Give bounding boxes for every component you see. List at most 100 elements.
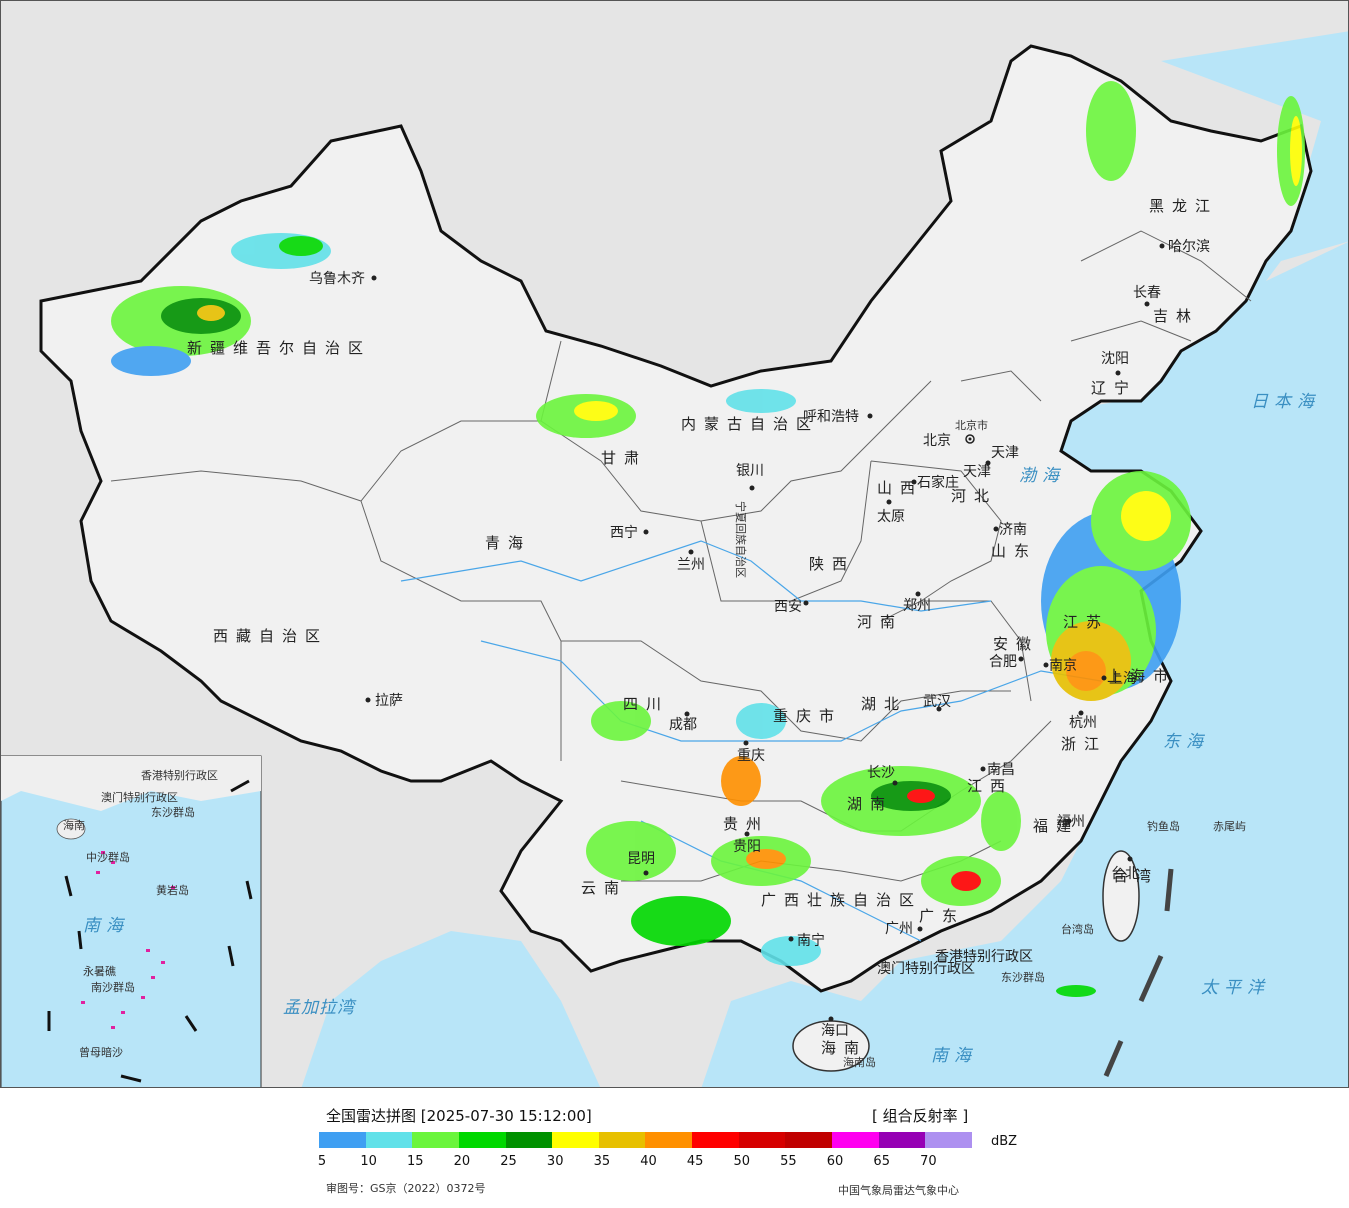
scale-tick-label: 20	[453, 1154, 471, 1169]
province-label-heilongjiang: 黑龙江	[1149, 197, 1218, 215]
scale-tick-label: 30	[546, 1154, 564, 1169]
province-label-liaoning: 辽宁	[1091, 379, 1137, 397]
province-label-qinghai: 青海	[485, 534, 531, 552]
province-label-shanxi: 山西	[877, 479, 923, 497]
sea-label-bengal: 孟加拉湾	[283, 998, 357, 1018]
city-wuhan: 武汉	[923, 694, 951, 710]
color-swatch	[319, 1132, 366, 1148]
province-label-henan: 河南	[857, 613, 903, 631]
city-xian: 西安	[774, 599, 802, 615]
color-swatch	[878, 1132, 926, 1148]
scale-tick-label: 10	[360, 1154, 377, 1169]
city-lhasa: 拉萨	[375, 693, 403, 709]
province-label-tianjin: 天津	[991, 445, 1019, 461]
province-label-hainan: 海南	[821, 1039, 867, 1057]
province-label-jiangsu: 江苏	[1063, 613, 1109, 631]
data-source: 中国气象局雷达气象中心	[838, 1184, 959, 1197]
province-label-macau: 澳门特别行政区	[877, 961, 975, 977]
legend-title: 全国雷达拼图 [2025-07-30 15:12:00]	[326, 1107, 592, 1125]
maritime-boundary-lines	[1103, 868, 1174, 1077]
city-guangzhou: 广州	[885, 921, 913, 937]
city-chongqing: 重庆	[737, 748, 765, 764]
inset-macau-label: 澳门特别行政区	[101, 790, 178, 804]
city-fuzhou: 福州	[1057, 814, 1085, 830]
province-label-zhejiang: 浙江	[1061, 735, 1107, 753]
scale-tick-label: 25	[500, 1154, 517, 1169]
map-approval-number: 审图号：GS京（2022）0372号	[326, 1182, 486, 1195]
legend-unit: dBZ	[991, 1134, 1018, 1149]
province-label-guizhou: 贵州	[723, 815, 769, 833]
province-label-hubei: 湖北	[861, 695, 907, 713]
province-label-xizang: 西藏自治区	[213, 627, 328, 645]
province-label-anhui: 安徽	[993, 635, 1039, 653]
sea-label-pacific: 太平洋	[1201, 978, 1270, 998]
scale-tick-label: 5	[317, 1154, 327, 1169]
sea-labels: 日本海 渤海 东海 太平洋 南海 孟加拉湾	[283, 392, 1320, 1066]
province-label-shanghai: 上海市	[1107, 667, 1176, 685]
city-hohhot: 呼和浩特	[803, 409, 859, 425]
city-nanchang: 南昌	[987, 762, 1015, 778]
province-label-fujian: 福建	[1033, 817, 1079, 835]
city-urumqi: 乌鲁木齐	[309, 271, 365, 287]
city-xining: 西宁	[610, 524, 638, 541]
south-china-sea-inset: 海南 南海 香港特别行政区 澳门特别行政区 东沙群岛 中沙群岛 黄岩岛 南沙群岛…	[1, 755, 262, 1087]
city-zhengzhou: 郑州	[903, 598, 931, 614]
china-map: 海南 南海 香港特别行政区 澳门特别行政区 东沙群岛 中沙群岛 黄岩岛 南沙群岛…	[1, 1, 1348, 1087]
city-labels: 乌鲁木齐 拉萨 西宁 兰州 银川 呼和浩特 北京 天津 石家庄 太原 济南 郑州…	[309, 239, 1210, 1039]
city-kunming: 昆明	[627, 851, 655, 867]
sea-label-bohai: 渤海	[1019, 466, 1065, 486]
city-nanning: 南宁	[797, 932, 825, 949]
legend-product-name: [ 组合反射率 ]	[872, 1107, 969, 1125]
color-swatch	[785, 1132, 833, 1148]
east-sea-area	[701, 241, 1348, 1087]
city-taipei: 台北	[1111, 866, 1139, 882]
province-label-guangdong: 广东	[919, 907, 965, 925]
island-hainan: 海南岛	[843, 1055, 876, 1069]
province-label-yunnan: 云南	[581, 879, 627, 897]
inset-dongsha-label: 东沙群岛	[151, 805, 195, 819]
city-taiyuan: 太原	[877, 509, 905, 525]
city-shenyang: 沈阳	[1101, 351, 1129, 367]
city-hangzhou: 杭州	[1069, 715, 1097, 731]
scale-tick-label: 50	[733, 1154, 751, 1169]
inset-zengmu-label: 曾母暗沙	[79, 1045, 123, 1059]
legend-panel	[0, 1088, 1349, 1208]
city-harbin: 哈尔滨	[1168, 239, 1210, 255]
city-shanghai: 上海	[1109, 671, 1137, 687]
city-shijiazhuang: 石家庄	[917, 474, 959, 491]
province-label-shaanxi: 陕西	[809, 555, 855, 573]
province-label-gansu: 甘肃	[601, 449, 647, 467]
province-label-hunan: 湖南	[847, 795, 893, 813]
island-dongsha: 东沙群岛	[1001, 970, 1045, 984]
city-jinan: 济南	[999, 522, 1027, 538]
inset-hainan-label: 海南	[63, 818, 85, 832]
color-swatch	[832, 1132, 879, 1148]
bay-of-bengal-area	[301, 931, 601, 1087]
color-swatch	[738, 1132, 786, 1148]
inset-nansha-label: 南沙群岛	[91, 980, 135, 994]
city-lanzhou: 兰州	[677, 557, 705, 573]
province-label-sichuan: 四川	[623, 695, 669, 713]
color-swatch	[925, 1132, 972, 1148]
province-label-chongqing: 重庆市	[773, 707, 842, 725]
province-label-ningxia: 宁夏回族自治区	[734, 501, 748, 578]
province-label-xinjiang: 新疆维吾尔自治区	[187, 339, 371, 357]
sea-label-japan: 日本海	[1251, 392, 1320, 412]
sea-label-south: 南海	[931, 1046, 977, 1066]
scale-tick-label: 15	[407, 1154, 424, 1169]
province-label-beijing: 北京市	[955, 418, 988, 432]
japan-sea-area	[1161, 31, 1348, 301]
color-scale-bar	[319, 1132, 972, 1148]
color-swatch	[692, 1132, 739, 1148]
inset-hk-label: 香港特别行政区	[141, 768, 218, 782]
scale-tick-label: 40	[640, 1154, 657, 1169]
province-label-jiangxi: 江西	[967, 777, 1013, 795]
color-scale-ticks: 5 10 15 20 25 30 35 40 45 50 55 60 65 70	[0, 1154, 1349, 1172]
radar-echoes	[111, 81, 1305, 997]
color-swatch	[458, 1132, 506, 1148]
island-diaoyu: 钓鱼岛	[1147, 819, 1180, 833]
map-panel: 海南 南海 香港特别行政区 澳门特别行政区 东沙群岛 中沙群岛 黄岩岛 南沙群岛…	[0, 0, 1349, 1088]
city-nanjing: 南京	[1049, 658, 1077, 674]
city-hefei: 合肥	[989, 654, 1017, 670]
